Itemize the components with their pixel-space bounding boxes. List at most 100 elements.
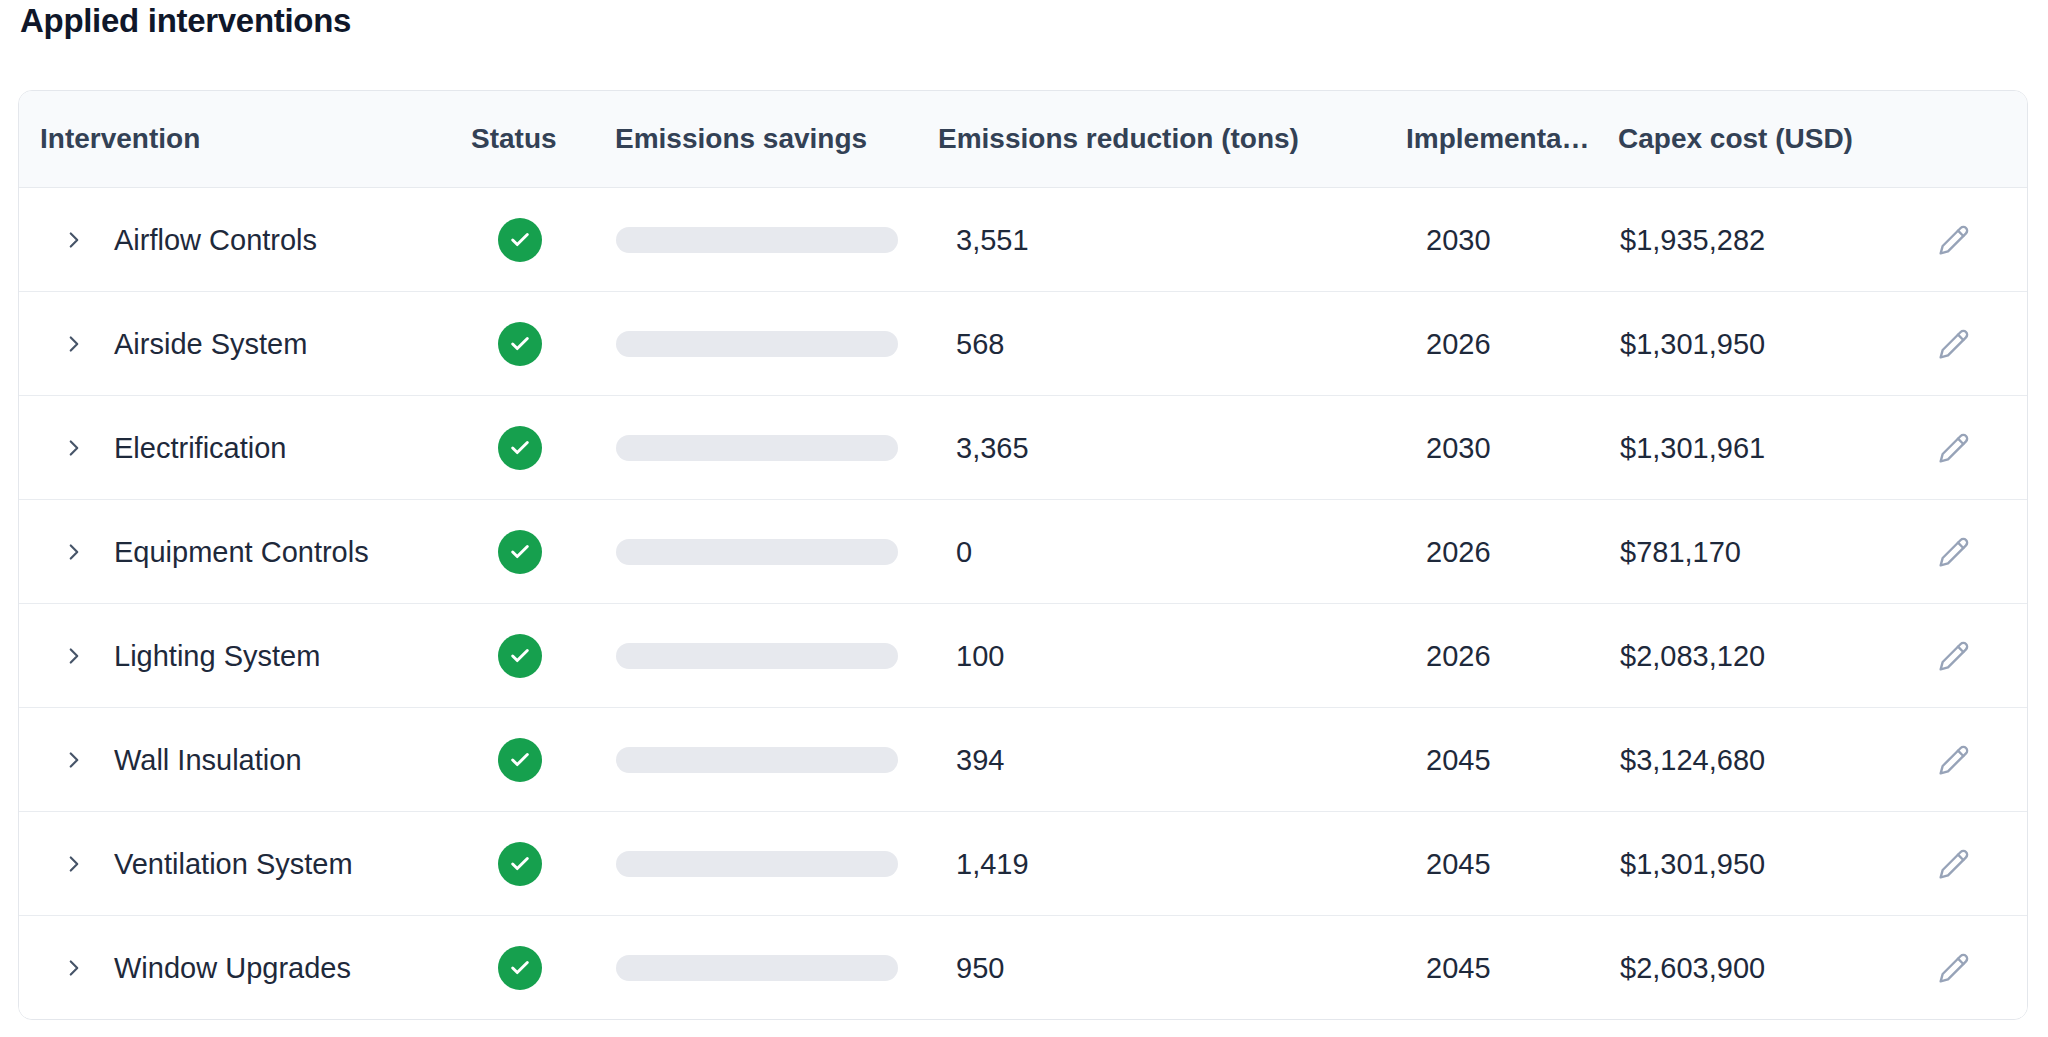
- column-header-intervention: Intervention: [40, 123, 200, 155]
- column-header-emissions-savings: Emissions savings: [615, 123, 867, 155]
- expand-row-button[interactable]: [60, 434, 88, 462]
- emissions-savings-bar: [616, 331, 898, 357]
- intervention-name: Wall Insulation: [114, 743, 302, 776]
- emissions-savings-bar: [616, 539, 898, 565]
- table-body: Airflow Controls 3,551 2030 $1,935,282 A…: [19, 188, 2027, 1019]
- edit-button[interactable]: [1937, 431, 1971, 465]
- capex-cost-value: $781,170: [1620, 535, 1741, 568]
- status-complete-icon: [498, 530, 542, 574]
- pencil-icon: [1938, 432, 1970, 464]
- capex-cost-value: $1,301,961: [1620, 431, 1765, 464]
- status-complete-icon: [498, 946, 542, 990]
- implementation-year-value: 2030: [1426, 431, 1491, 464]
- edit-button[interactable]: [1937, 847, 1971, 881]
- edit-button[interactable]: [1937, 535, 1971, 569]
- intervention-name: Ventilation System: [114, 847, 353, 880]
- expand-row-button[interactable]: [60, 850, 88, 878]
- intervention-name: Airflow Controls: [114, 223, 317, 256]
- intervention-name: Equipment Controls: [114, 535, 369, 568]
- check-icon: [509, 853, 531, 875]
- chevron-right-icon: [61, 331, 87, 357]
- expand-row-button[interactable]: [60, 226, 88, 254]
- status-complete-icon: [498, 322, 542, 366]
- edit-button[interactable]: [1937, 223, 1971, 257]
- check-icon: [509, 645, 531, 667]
- emissions-reduction-value: 568: [956, 327, 1004, 360]
- emissions-savings-bar: [616, 955, 898, 981]
- chevron-right-icon: [61, 643, 87, 669]
- table-row[interactable]: Airflow Controls 3,551 2030 $1,935,282: [19, 188, 2027, 291]
- expand-row-button[interactable]: [60, 330, 88, 358]
- capex-cost-value: $2,083,120: [1620, 639, 1765, 672]
- intervention-name: Lighting System: [114, 639, 320, 672]
- emissions-savings-bar: [616, 643, 898, 669]
- edit-button[interactable]: [1937, 639, 1971, 673]
- column-header-emissions-reduction: Emissions reduction (tons): [938, 123, 1299, 155]
- pencil-icon: [1938, 848, 1970, 880]
- implementation-year-value: 2026: [1426, 535, 1491, 568]
- implementation-year-value: 2030: [1426, 223, 1491, 256]
- chevron-right-icon: [61, 227, 87, 253]
- table-row[interactable]: Ventilation System 1,419 2045 $1,301,950: [19, 811, 2027, 915]
- table-header: Intervention Status Emissions savings Em…: [19, 91, 2027, 188]
- edit-button[interactable]: [1937, 951, 1971, 985]
- status-complete-icon: [498, 426, 542, 470]
- emissions-reduction-value: 0: [956, 535, 972, 568]
- capex-cost-value: $2,603,900: [1620, 951, 1765, 984]
- chevron-right-icon: [61, 435, 87, 461]
- emissions-reduction-value: 3,551: [956, 223, 1029, 256]
- check-icon: [509, 541, 531, 563]
- table-row[interactable]: Airside System 568 2026 $1,301,950: [19, 291, 2027, 395]
- intervention-name: Window Upgrades: [114, 951, 351, 984]
- implementation-year-value: 2045: [1426, 743, 1491, 776]
- capex-cost-value: $1,301,950: [1620, 847, 1765, 880]
- intervention-name: Electrification: [114, 431, 286, 464]
- chevron-right-icon: [61, 539, 87, 565]
- pencil-icon: [1938, 328, 1970, 360]
- check-icon: [509, 437, 531, 459]
- column-header-capex-cost: Capex cost (USD): [1618, 123, 1853, 155]
- intervention-name: Airside System: [114, 327, 307, 360]
- pencil-icon: [1938, 952, 1970, 984]
- expand-row-button[interactable]: [60, 746, 88, 774]
- chevron-right-icon: [61, 955, 87, 981]
- emissions-savings-bar: [616, 747, 898, 773]
- table-row[interactable]: Window Upgrades 950 2045 $2,603,900: [19, 915, 2027, 1019]
- implementation-year-value: 2045: [1426, 951, 1491, 984]
- pencil-icon: [1938, 744, 1970, 776]
- implementation-year-value: 2026: [1426, 639, 1491, 672]
- emissions-savings-bar: [616, 851, 898, 877]
- interventions-table: Intervention Status Emissions savings Em…: [18, 90, 2028, 1020]
- table-row[interactable]: Wall Insulation 394 2045 $3,124,680: [19, 707, 2027, 811]
- emissions-reduction-value: 100: [956, 639, 1004, 672]
- check-icon: [509, 229, 531, 251]
- table-row[interactable]: Lighting System 100 2026 $2,083,120: [19, 603, 2027, 707]
- check-icon: [509, 333, 531, 355]
- capex-cost-value: $1,301,950: [1620, 327, 1765, 360]
- pencil-icon: [1938, 224, 1970, 256]
- implementation-year-value: 2045: [1426, 847, 1491, 880]
- column-header-status: Status: [471, 123, 557, 155]
- table-row[interactable]: Equipment Controls 0 2026 $781,170: [19, 499, 2027, 603]
- emissions-savings-bar: [616, 435, 898, 461]
- edit-button[interactable]: [1937, 327, 1971, 361]
- capex-cost-value: $3,124,680: [1620, 743, 1765, 776]
- status-complete-icon: [498, 842, 542, 886]
- pencil-icon: [1938, 536, 1970, 568]
- chevron-right-icon: [61, 747, 87, 773]
- expand-row-button[interactable]: [60, 642, 88, 670]
- status-complete-icon: [498, 634, 542, 678]
- table-row[interactable]: Electrification 3,365 2030 $1,301,961: [19, 395, 2027, 499]
- check-icon: [509, 957, 531, 979]
- emissions-reduction-value: 950: [956, 951, 1004, 984]
- capex-cost-value: $1,935,282: [1620, 223, 1765, 256]
- expand-row-button[interactable]: [60, 954, 88, 982]
- check-icon: [509, 749, 531, 771]
- pencil-icon: [1938, 640, 1970, 672]
- emissions-reduction-value: 394: [956, 743, 1004, 776]
- edit-button[interactable]: [1937, 743, 1971, 777]
- emissions-reduction-value: 1,419: [956, 847, 1029, 880]
- emissions-reduction-value: 3,365: [956, 431, 1029, 464]
- status-complete-icon: [498, 738, 542, 782]
- expand-row-button[interactable]: [60, 538, 88, 566]
